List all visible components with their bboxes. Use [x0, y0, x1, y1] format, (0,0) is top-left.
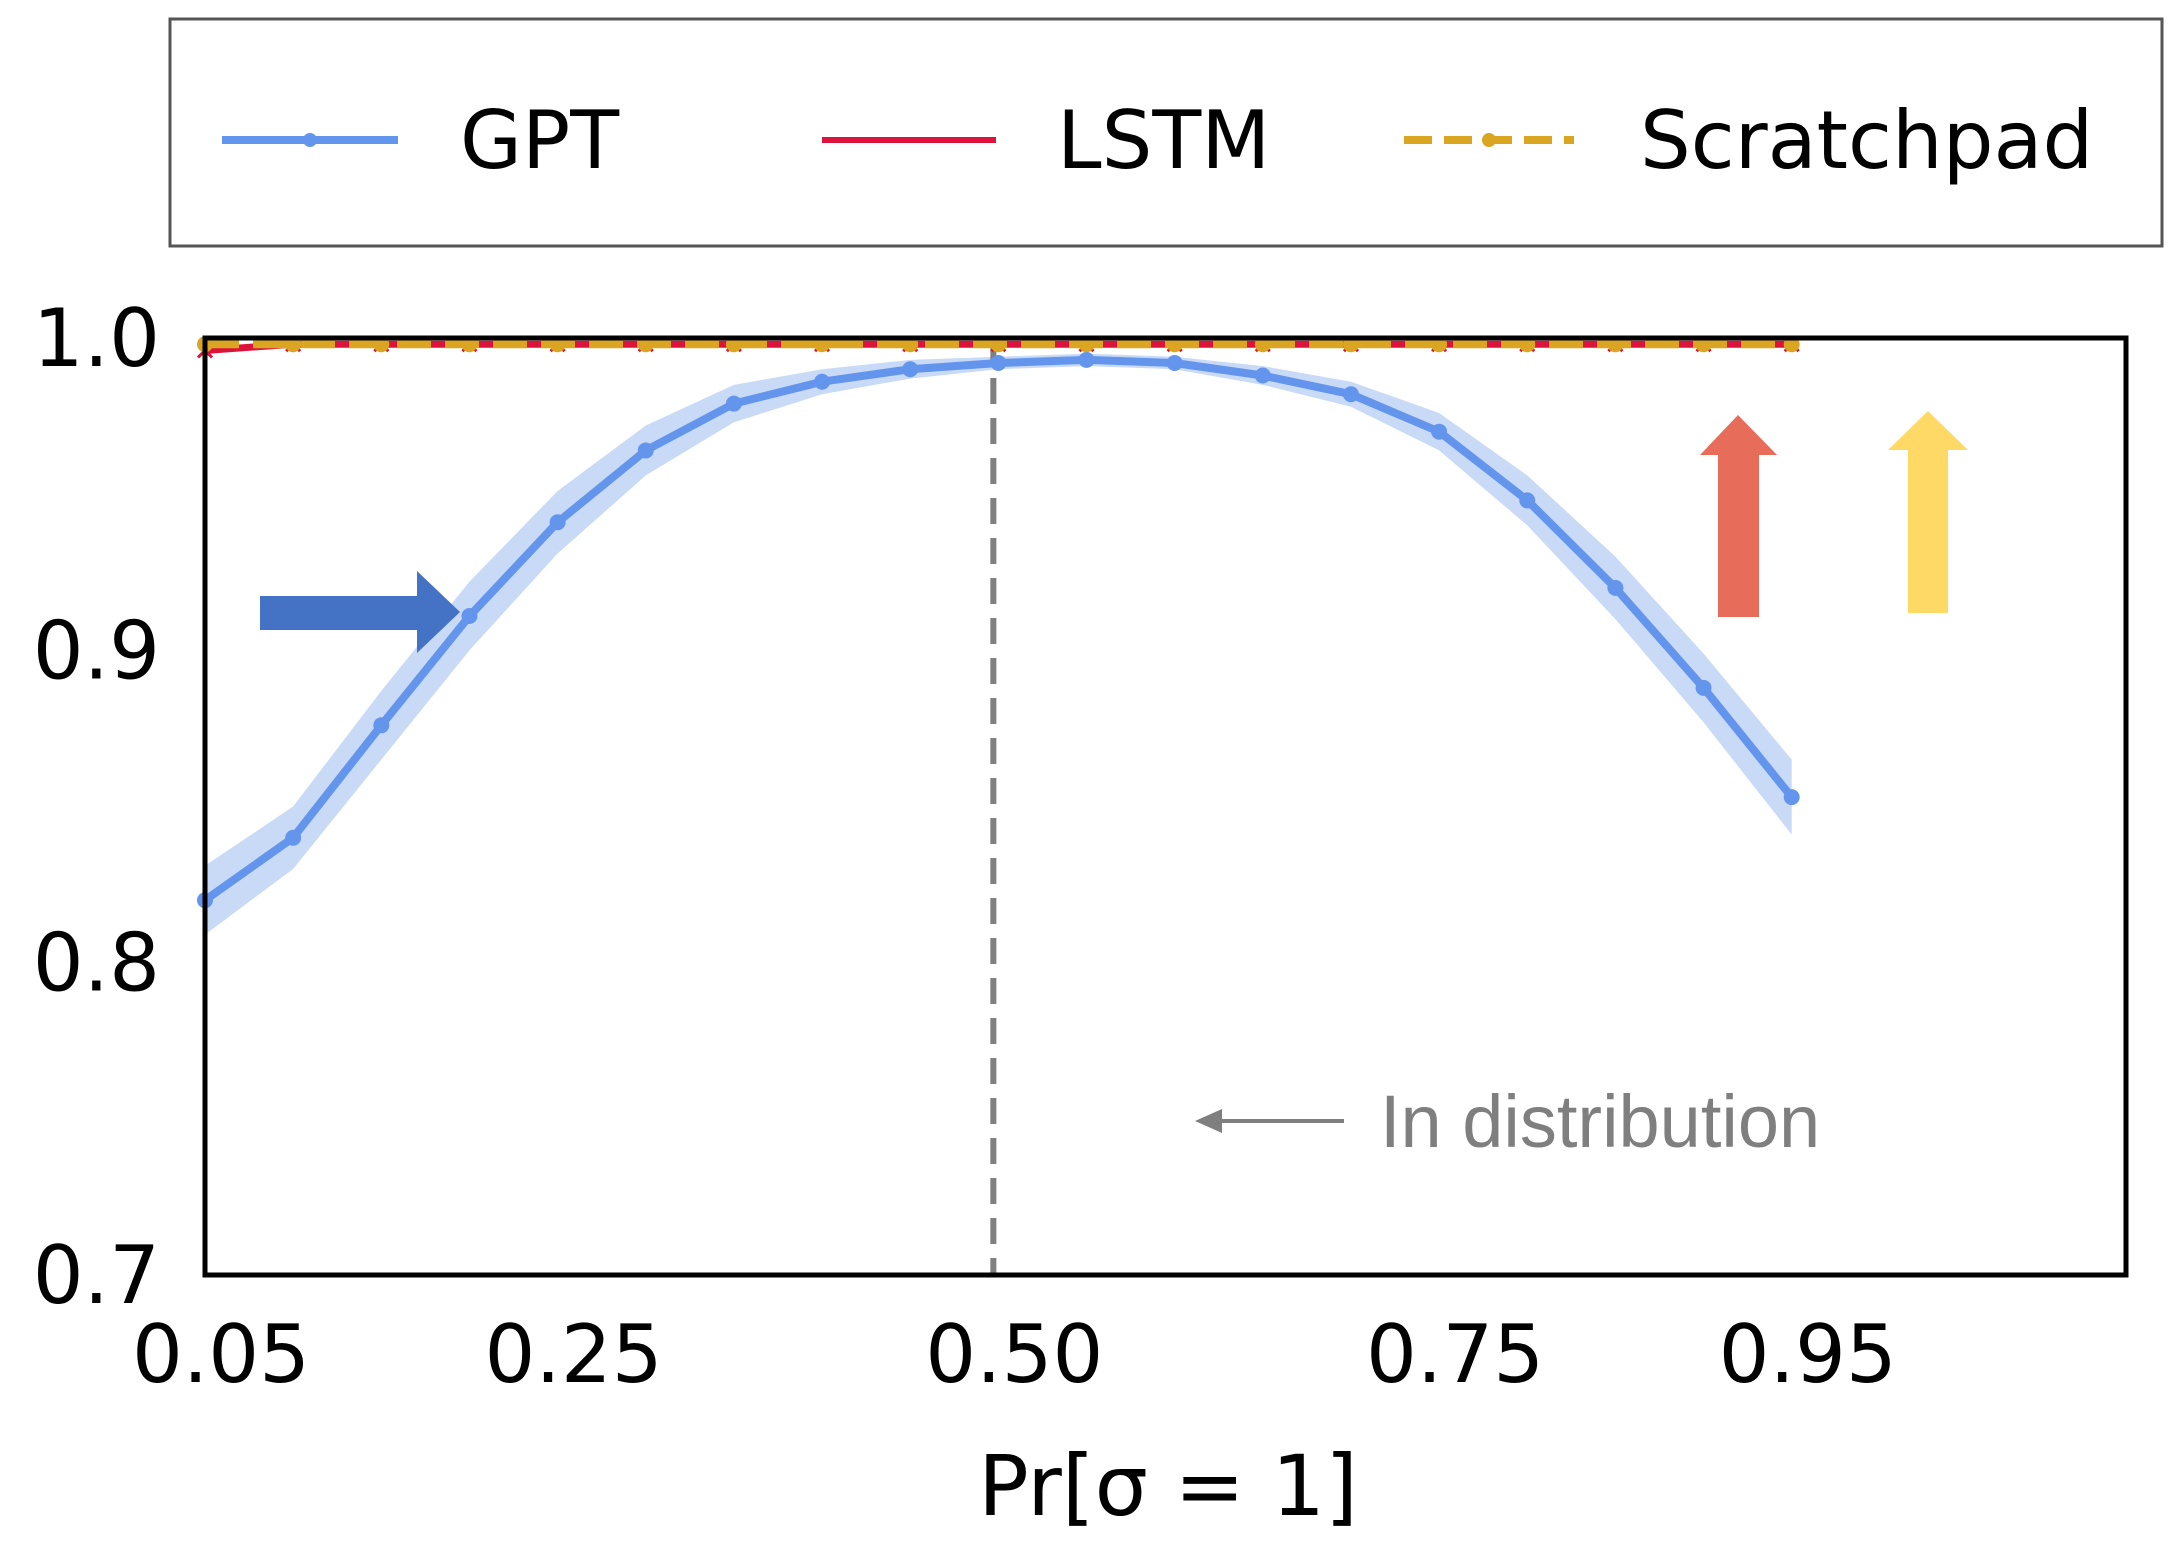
legend: GPT LSTM Scratchpad — [168, 17, 2164, 248]
data-point-gpt — [285, 829, 302, 846]
data-point-gpt — [1078, 351, 1095, 368]
legend-item-scratchpad: Scratchpad — [1404, 94, 2093, 187]
data-point-gpt — [1166, 354, 1183, 371]
in-distribution-label: In distribution — [1380, 1080, 1820, 1163]
data-point-gpt — [725, 395, 742, 412]
plot-area: 0.7 0.8 0.9 1.0 0.05 0.25 0.50 0.75 0.95 Pr[σ =… — [33, 292, 2129, 1535]
plot-frame — [202, 335, 2129, 1278]
legend-frame — [168, 17, 2164, 248]
legend-label: LSTM — [1057, 94, 1270, 187]
y-tick-label: 0.8 — [33, 917, 160, 1010]
annotation-arrow-head — [1195, 1109, 1222, 1133]
x-tick-label: 0.05 — [132, 1308, 310, 1401]
x-tick-label: 0.25 — [485, 1308, 663, 1401]
data-point-gpt — [1695, 679, 1712, 696]
x-tick-label: 0.75 — [1366, 1308, 1544, 1401]
legend-item-gpt: GPT — [222, 94, 620, 187]
data-point-gpt — [902, 361, 919, 378]
legend-swatch-marker — [1482, 133, 1496, 147]
legend-item-lstm: LSTM — [822, 94, 1270, 187]
arrow-up-yellow — [1888, 411, 1968, 613]
arrow-up-red — [1700, 415, 1777, 617]
data-point-gpt — [637, 442, 654, 459]
legend-label: GPT — [460, 94, 620, 187]
y-tick-label: 0.9 — [33, 604, 160, 697]
data-point-gpt — [990, 354, 1007, 371]
data-point-gpt — [549, 514, 566, 531]
data-point-gpt — [1783, 789, 1800, 806]
data-point-gpt — [1519, 492, 1536, 509]
x-tick-label: 0.95 — [1719, 1308, 1897, 1401]
x-axis-label: Pr[σ = 1] — [978, 1437, 1358, 1535]
data-point-gpt — [1431, 423, 1448, 440]
data-point-gpt — [461, 607, 478, 624]
x-tick-label: 0.50 — [925, 1308, 1103, 1401]
legend-swatch-marker — [303, 133, 317, 147]
data-point-gpt — [1607, 579, 1624, 596]
data-point-gpt — [1342, 386, 1359, 403]
arrow-right-blue — [260, 571, 460, 653]
data-point-gpt — [373, 717, 390, 734]
data-point-gpt — [1254, 367, 1271, 384]
y-tick-label: 1.0 — [33, 292, 160, 385]
legend-label: Scratchpad — [1640, 94, 2093, 187]
y-tick-label: 0.7 — [33, 1229, 160, 1322]
data-point-gpt — [814, 373, 831, 390]
series-band-gpt — [205, 353, 1792, 935]
